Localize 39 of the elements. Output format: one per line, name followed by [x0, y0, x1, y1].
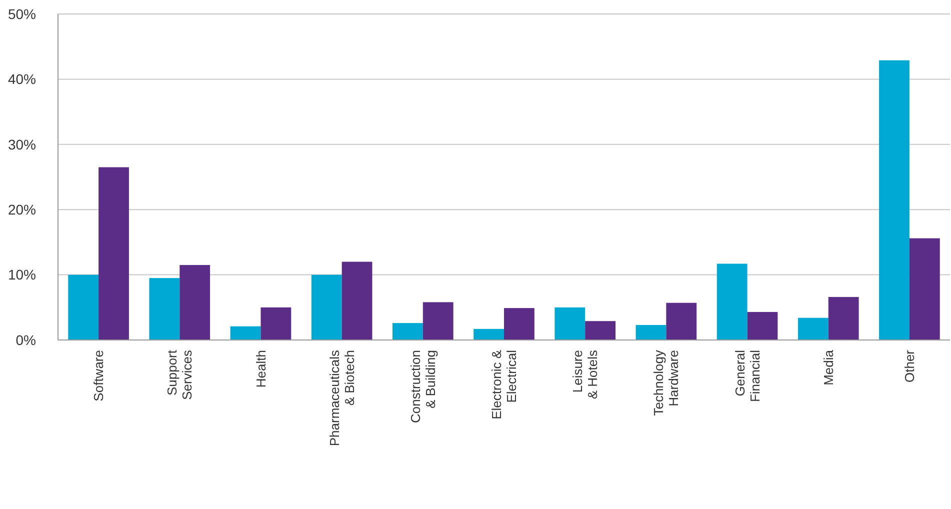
x-tick-label: Health: [253, 350, 268, 388]
y-tick-label: 10%: [8, 266, 36, 283]
bar: [230, 326, 261, 340]
x-tick-label: Pharmaceuticals & Biotech: [326, 350, 357, 446]
bar: [747, 312, 778, 340]
y-tick-label: 30%: [8, 136, 36, 152]
bar: [68, 274, 99, 340]
x-tick-label: Other: [902, 349, 918, 383]
bar: [585, 321, 616, 340]
bar: [180, 265, 210, 340]
bar: [342, 262, 372, 340]
x-tick-label: Leisure & Hotels: [570, 350, 600, 400]
bar: [98, 167, 129, 340]
bar: [311, 274, 342, 340]
bar: [798, 318, 828, 340]
y-tick-label: 0%: [16, 332, 36, 348]
bar: [716, 264, 748, 340]
bar: [504, 308, 534, 340]
x-tick-label: Electronic & Electrical: [489, 350, 520, 420]
x-tick-label: Software: [91, 350, 106, 402]
y-tick-label: 20%: [8, 202, 36, 218]
bar: [636, 325, 666, 340]
bar: [879, 60, 910, 340]
bar: [260, 307, 292, 340]
bar: [554, 307, 586, 340]
bar: [474, 328, 504, 340]
x-tick-label: Media: [820, 349, 836, 386]
x-tick-label: General Financial: [732, 350, 762, 402]
bar: [666, 302, 697, 340]
bar: [828, 296, 859, 340]
x-tick-label: Construction & Building: [408, 350, 438, 423]
y-tick-label: 40%: [8, 71, 36, 88]
x-tick-label: Technology Hardware: [651, 350, 682, 416]
bar: [422, 302, 454, 340]
bar: [909, 238, 940, 340]
x-tick-label: Support Services: [164, 350, 195, 400]
y-tick-label: 50%: [8, 6, 36, 22]
bar: [392, 323, 423, 340]
bar: [149, 278, 180, 340]
